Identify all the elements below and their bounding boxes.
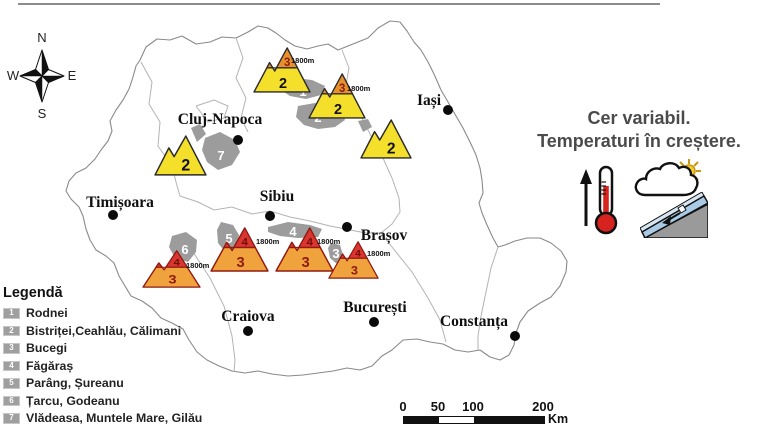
- legend-item-vladeasa: 7 Vlădeasa, Muntele Mare, Gilău: [3, 411, 243, 426]
- legend-label-5: Parâng, Șureanu: [26, 376, 124, 391]
- city-dot-sibiu: [265, 211, 275, 221]
- legend-item-bucegi: 3 Bucegi: [3, 341, 243, 356]
- legend-badge-2: 2: [3, 325, 20, 336]
- massif-number-3: 3: [332, 246, 339, 261]
- massif-number-5: 5: [225, 231, 232, 246]
- compass-east-label: E: [68, 68, 77, 83]
- legend-item-bistritei: 2 Bistriței,Ceahlău, Călimani: [3, 323, 243, 338]
- warning-upper-level: 4: [307, 237, 314, 249]
- warning-triangle-bistritei-calimani: 3 2: [308, 73, 366, 119]
- legend-item-parang: 5 Parâng, Șureanu: [3, 376, 243, 391]
- legend-label-1: Rodnei: [26, 306, 68, 321]
- warning-triangle-tarcu-godeanu: 4 3: [142, 250, 201, 288]
- legend-item-rodnei: 1 Rodnei: [3, 306, 243, 321]
- forecast-headline: Cer variabil. Temperaturi în creștere.: [520, 107, 758, 153]
- legend-item-tarcu: 6 Țarcu, Godeanu: [3, 393, 243, 408]
- warning-triangle-fagaras: 4 3: [275, 227, 334, 272]
- massif-number-7: 7: [217, 148, 224, 163]
- warning-lower-level: 2: [279, 76, 287, 92]
- city-label-bucuresti: București: [343, 299, 407, 316]
- massif-vladeasa: [202, 132, 240, 170]
- city-label-brasov: Brașov: [360, 227, 408, 244]
- top-divider: [18, 3, 660, 5]
- compass-star-icon: [19, 49, 65, 103]
- warning-level: 2: [387, 141, 396, 158]
- city-label-constanta: Constanța: [439, 313, 509, 330]
- legend-title: Legendă: [3, 285, 63, 301]
- forecast-line-1: Cer variabil.: [587, 108, 691, 128]
- legend-badge-3: 3: [3, 343, 20, 354]
- compass-south-label: S: [38, 106, 47, 121]
- legend-badge-5: 5: [3, 378, 20, 389]
- city-label-cluj-napoca: Cluj-Napoca: [177, 111, 263, 128]
- city-label-iasi: Iași: [416, 92, 442, 109]
- scale-bar-segments: [403, 416, 545, 424]
- warning-triangle-parang-sureanu: 4 3: [210, 227, 269, 272]
- altitude-label: 1800m: [291, 56, 315, 65]
- warning-upper-level: 4: [355, 249, 361, 260]
- cloud-shape: [634, 162, 699, 197]
- warning-upper-level: 3: [339, 83, 345, 95]
- massif-number-6: 6: [181, 242, 188, 257]
- warning-lower-level: 3: [168, 273, 176, 286]
- warning-triangle-bucegi: 4 3: [328, 241, 379, 279]
- city-dot-cluj-napoca: [233, 135, 243, 145]
- legend-badge-4: 4: [3, 360, 20, 371]
- cloud-with-sun-icon: [634, 159, 701, 197]
- legend-badge-7: 7: [3, 413, 20, 424]
- warning-upper-level: 4: [242, 237, 249, 249]
- legend-label-2: Bistriței,Ceahlău, Călimani: [26, 323, 182, 338]
- rising-temperature-thermometer-icon: [580, 165, 618, 235]
- forecast-line-2: Temperaturi în creștere.: [537, 131, 741, 152]
- warning-upper-level: 4: [174, 257, 181, 268]
- warning-triangle-vladeasa: 2: [154, 135, 207, 176]
- altitude-label: 1800m: [317, 237, 341, 246]
- compass-north-label: N: [37, 30, 46, 45]
- scale-tick-50: 50: [430, 399, 446, 414]
- legend-badge-1: 1: [3, 308, 20, 319]
- scale-tick-0: 0: [399, 399, 407, 414]
- city-dot-brasov: [342, 222, 352, 232]
- scale-tick-100: 100: [462, 399, 484, 414]
- scale-tick-200: 200: [532, 399, 554, 414]
- altitude-label: 1800m: [347, 84, 371, 93]
- scale-unit-label: Km: [548, 412, 569, 426]
- legend-label-6: Țarcu, Godeanu: [26, 393, 120, 408]
- city-dot-timisoara: [108, 210, 118, 220]
- snow-slab-on-slope-icon: [640, 192, 708, 238]
- altitude-label: 1800m: [256, 237, 280, 246]
- city-dots: [108, 105, 520, 341]
- compass-rose: N S W E: [7, 30, 77, 121]
- massif-number-4: 4: [289, 224, 297, 239]
- compass-west-label: W: [7, 68, 20, 83]
- city-label-timisoara: Timișoara: [86, 194, 154, 211]
- city-label-sibiu: Sibiu: [259, 188, 295, 205]
- legend-item-fagaras: 4 Făgăraș: [3, 358, 243, 373]
- warning-lower-level: 2: [334, 102, 342, 118]
- legend-label-7: Vlădeasa, Muntele Mare, Gilău: [26, 411, 203, 426]
- city-dot-bucuresti: [369, 317, 379, 327]
- warning-lower-level: 3: [301, 255, 309, 271]
- legend-label-4: Făgăraș: [26, 358, 74, 373]
- massif-parang: [217, 222, 239, 253]
- legend-badge-6: 6: [3, 395, 20, 406]
- warning-upper-level: 3: [284, 57, 290, 69]
- altitude-label: 1800m: [186, 261, 210, 270]
- altitude-label: 1800m: [367, 249, 391, 258]
- legend-label-3: Bucegi: [26, 341, 67, 356]
- warning-lower-level: 3: [236, 255, 244, 271]
- city-dot-constanta: [510, 331, 520, 341]
- city-dot-craiova: [243, 326, 253, 336]
- map-scale-bar: 0 50 100 200 Km: [396, 399, 576, 435]
- warning-triangle-rodnei: 3 2: [253, 47, 311, 93]
- warning-triangle-east-carpathians: 2: [360, 119, 412, 159]
- warning-level: 2: [181, 156, 190, 174]
- legend: Legendă 1 Rodnei 2 Bistriței,Ceahlău, Că…: [3, 285, 243, 431]
- city-dot-iasi: [443, 105, 453, 115]
- city-label-craiova: Craiova: [221, 308, 275, 325]
- warning-lower-level: 3: [351, 264, 358, 278]
